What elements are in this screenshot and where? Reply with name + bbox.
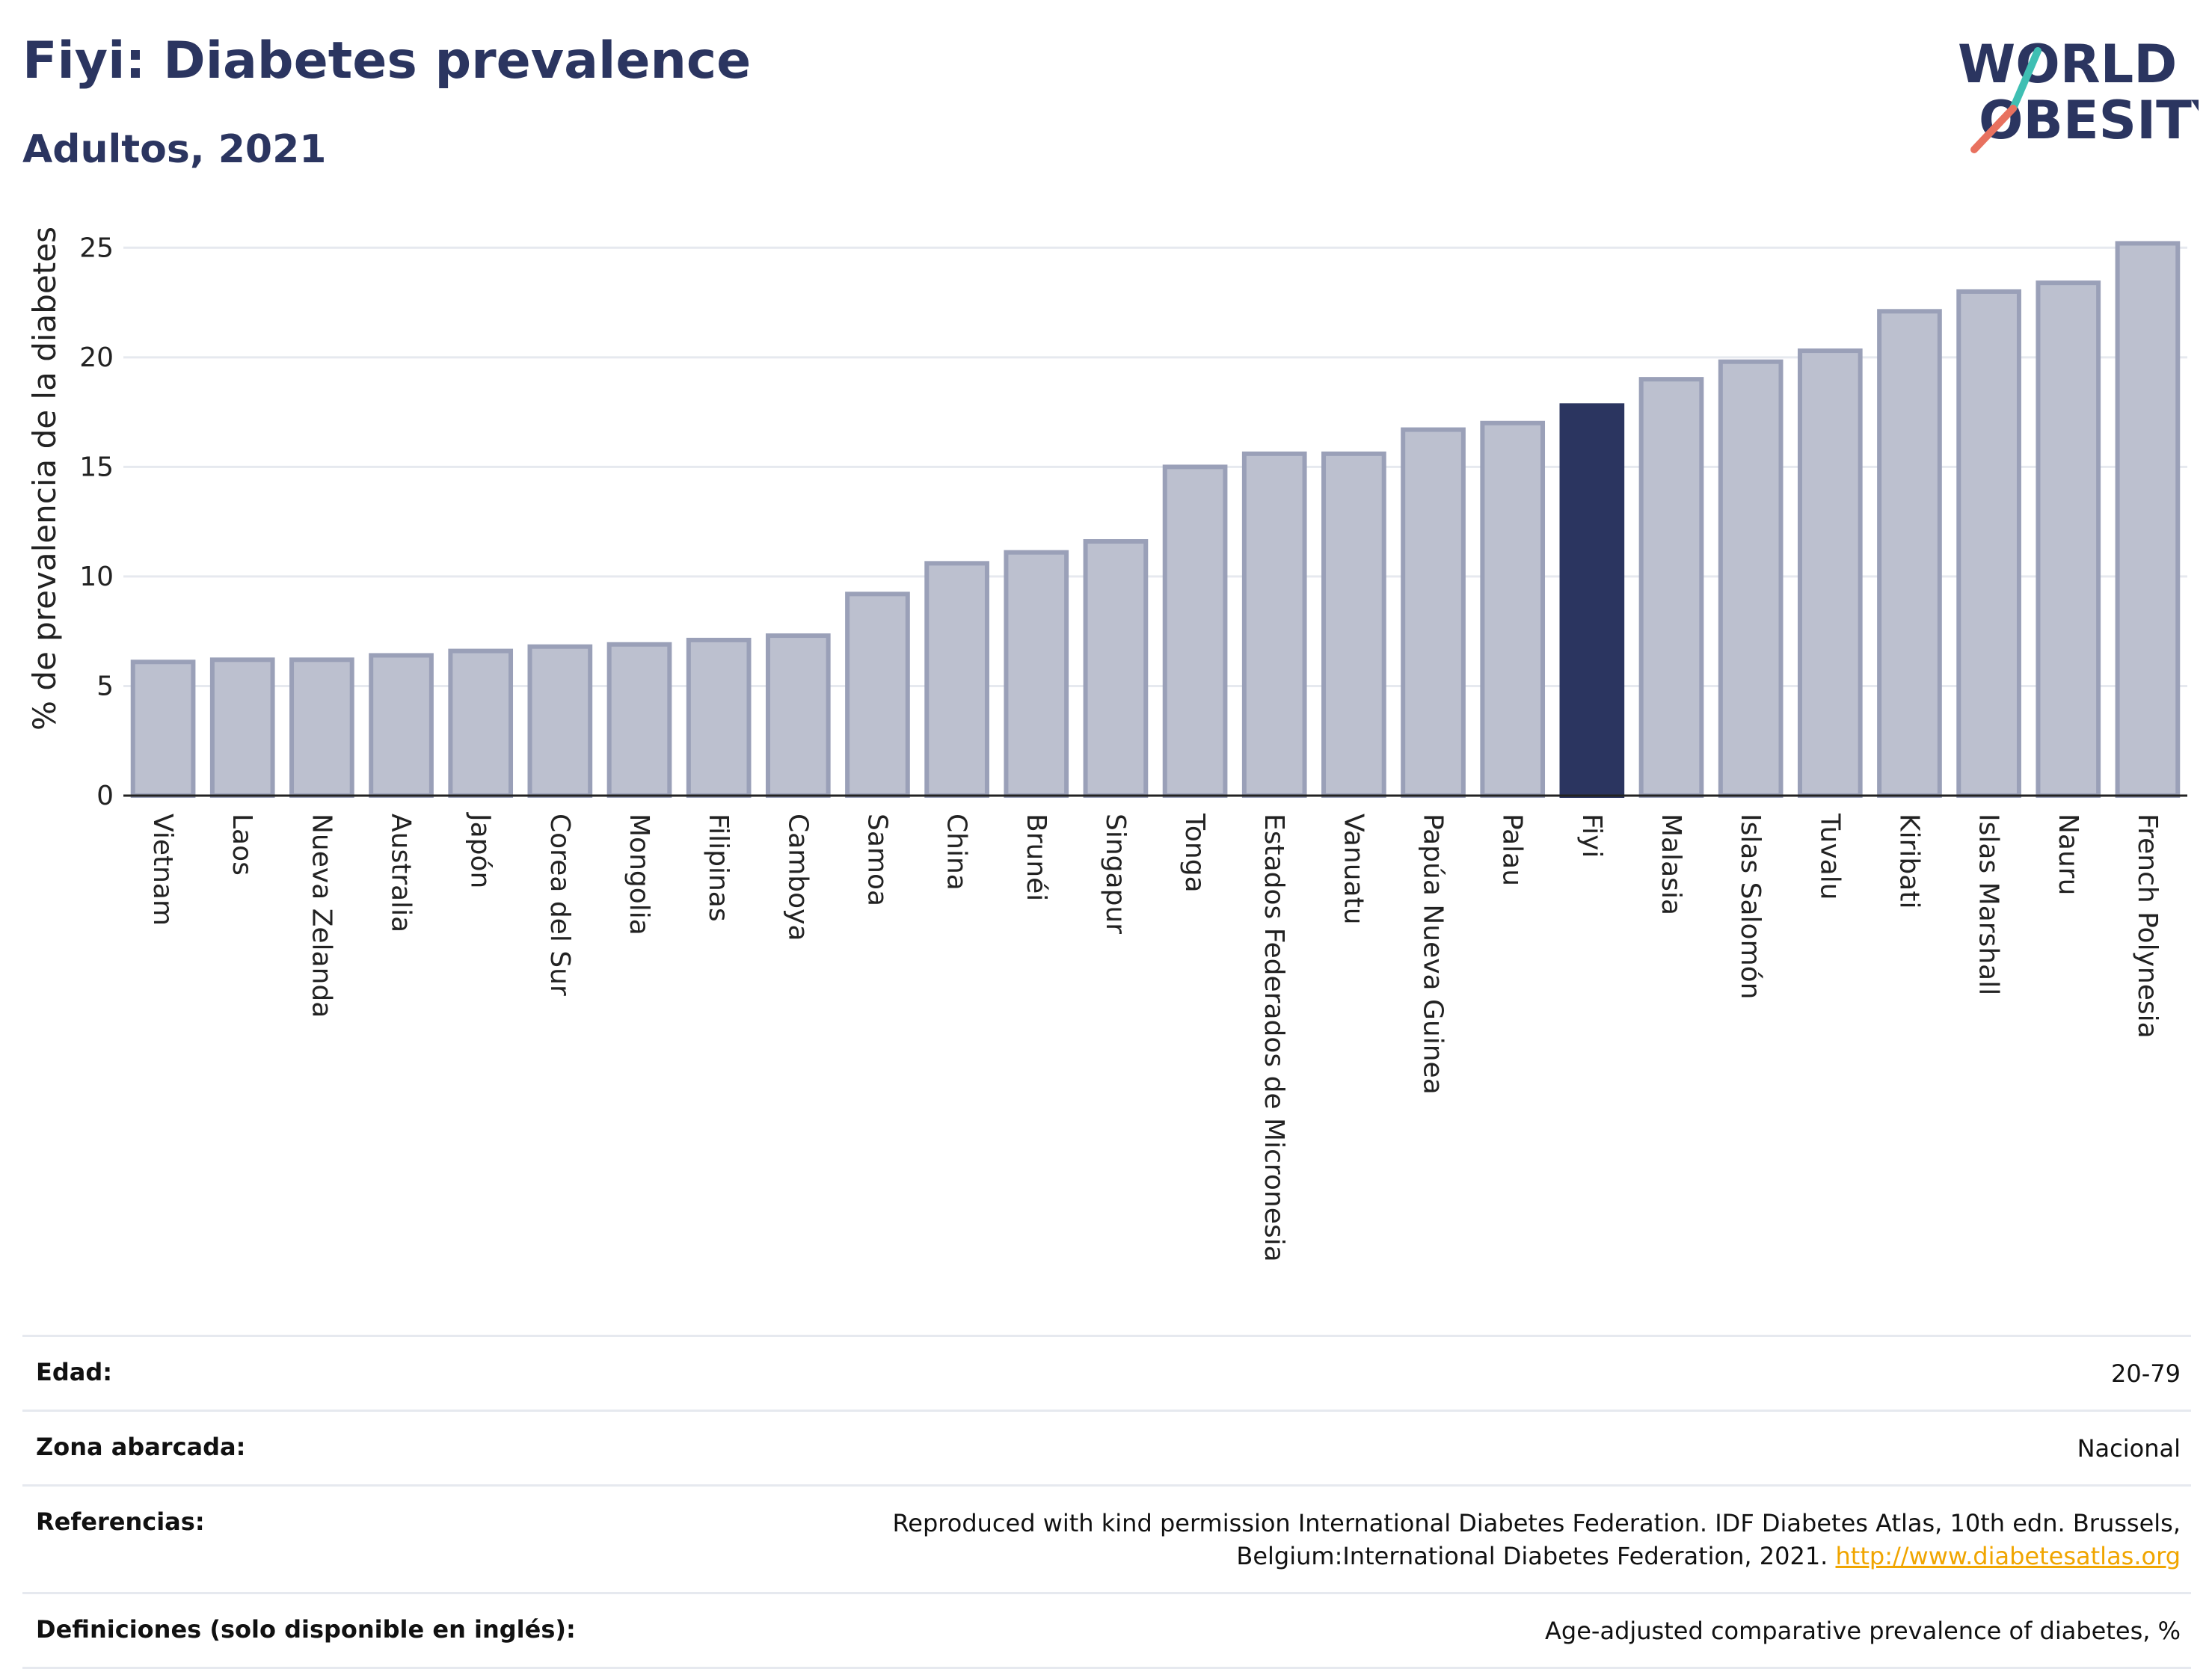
x-tick-label: French Polynesia (2132, 814, 2163, 1039)
bar[interactable] (845, 591, 910, 798)
bar[interactable] (289, 657, 354, 798)
bars (130, 241, 2181, 799)
meta-value-age: 20-79 (2111, 1359, 2181, 1388)
bar[interactable] (369, 653, 434, 799)
bar[interactable] (686, 637, 752, 799)
page-title: Fiyi: Diabetes prevalence (22, 31, 752, 90)
references-link[interactable]: http://www.diabetesatlas.org (1835, 1541, 2181, 1570)
logo-slash-coral (1970, 105, 2017, 153)
logo-line1: WORLD (1958, 34, 2177, 95)
meta-row-area: Zona abarcada: Nacional (22, 1410, 2191, 1484)
y-tick-label: 20 (79, 342, 114, 373)
logo-slash-teal (2009, 47, 2042, 112)
meta-key-references: Referencias: (36, 1507, 205, 1537)
x-tick-label: Tonga (1179, 813, 1210, 893)
x-tick-label: Vietnam (147, 814, 178, 926)
meta-row-references: Referencias: Reproduced with kind permis… (22, 1484, 2191, 1591)
y-tick-label: 10 (79, 562, 114, 592)
bar[interactable] (1321, 451, 1386, 798)
bar[interactable] (1401, 427, 1466, 798)
meta-value-area: Nacional (2077, 1434, 2181, 1463)
x-tick-label: Tuvalu (1814, 813, 1845, 900)
meta-value-references: Reproduced with kind permission Internat… (648, 1507, 2181, 1572)
x-tick-label: Islas Salomón (1735, 814, 1766, 999)
x-tick-label: Mongolia (624, 814, 654, 935)
bar[interactable] (2036, 280, 2101, 798)
bar[interactable] (1559, 403, 1625, 798)
x-tick-label: Japón (465, 812, 496, 888)
bar[interactable] (1480, 420, 1546, 798)
x-tick-label: Camboya (782, 814, 813, 941)
meta-value-definitions: Age-adjusted comparative prevalence of d… (1545, 1616, 2181, 1645)
meta-key-area: Zona abarcada: (36, 1433, 246, 1462)
axes: 0 5 10 15 20 25 (79, 233, 2187, 811)
x-tick-label: Corea del Sur (544, 814, 575, 996)
bar[interactable] (765, 633, 831, 798)
y-tick-label: 15 (79, 452, 114, 482)
x-tick-label: Fiyi (1576, 814, 1607, 858)
bar[interactable] (1083, 539, 1149, 798)
bar[interactable] (1718, 359, 1784, 798)
y-tick-label: 0 (96, 781, 114, 811)
world-obesity-logo[interactable]: WORLD OBESITY (1944, 30, 2199, 165)
bar[interactable] (448, 648, 514, 798)
meta-row-definitions: Definiciones (solo disponible en inglés)… (22, 1591, 2191, 1669)
bar[interactable] (1241, 451, 1307, 798)
references-text: Reproduced with kind permission Internat… (892, 1509, 2181, 1570)
meta-key-definitions: Definiciones (solo disponible en inglés)… (36, 1614, 576, 1644)
metadata-table: Edad: 20-79 Zona abarcada: Nacional Refe… (22, 1335, 2191, 1669)
meta-key-age: Edad: (36, 1358, 113, 1386)
bar[interactable] (1638, 377, 1704, 798)
page-subtitle: Adultos, 2021 (22, 127, 327, 172)
x-tick-label: China (941, 814, 972, 891)
x-tick-label: Estados Federados de Micronesia (1259, 814, 1289, 1262)
x-tick-label: Australia (386, 814, 417, 932)
x-tick-label: Nueva Zelanda (306, 814, 337, 1018)
bar[interactable] (1797, 348, 1863, 798)
y-tick-label: 5 (96, 671, 114, 701)
bar[interactable] (606, 642, 672, 798)
x-tick-label: Islas Marshall (1973, 814, 2004, 995)
y-tick-label: 25 (79, 233, 114, 263)
bar[interactable] (130, 660, 196, 798)
bar-chart: 0 5 10 15 20 25 Vietnam Laos Nueva Zelanda Austr… (26, 227, 2187, 1262)
bar[interactable] (1162, 464, 1228, 799)
x-tick-label: Filipinas (703, 814, 734, 922)
bar[interactable] (924, 561, 989, 798)
x-tick-label: Papúa Nueva Guinea (1418, 814, 1448, 1095)
bar[interactable] (209, 657, 275, 798)
y-axis-label: % de prevalencia de la diabetes (26, 227, 63, 731)
x-tick-label: Nauru (2053, 814, 2083, 895)
x-tick-label: Palau (1497, 814, 1528, 886)
x-tick-label: Malasia (1656, 814, 1686, 915)
x-tick-label: Kiribati (1893, 814, 1924, 909)
x-tick-label: Brunéi (1021, 814, 1051, 901)
x-tick-label: Laos (227, 814, 257, 876)
x-tick-label: Singapur (1100, 814, 1131, 934)
meta-row-age: Edad: 20-79 (22, 1335, 2191, 1410)
x-tick-labels: Vietnam Laos Nueva Zelanda Australia Japón Co… (147, 812, 2163, 1262)
bar[interactable] (1877, 309, 1942, 798)
x-tick-label: Samoa (861, 814, 892, 906)
x-tick-label: Vanuatu (1338, 814, 1368, 925)
bar[interactable] (1004, 550, 1069, 799)
bar[interactable] (1956, 289, 2021, 798)
bar[interactable] (527, 644, 593, 799)
bar[interactable] (2115, 241, 2181, 798)
